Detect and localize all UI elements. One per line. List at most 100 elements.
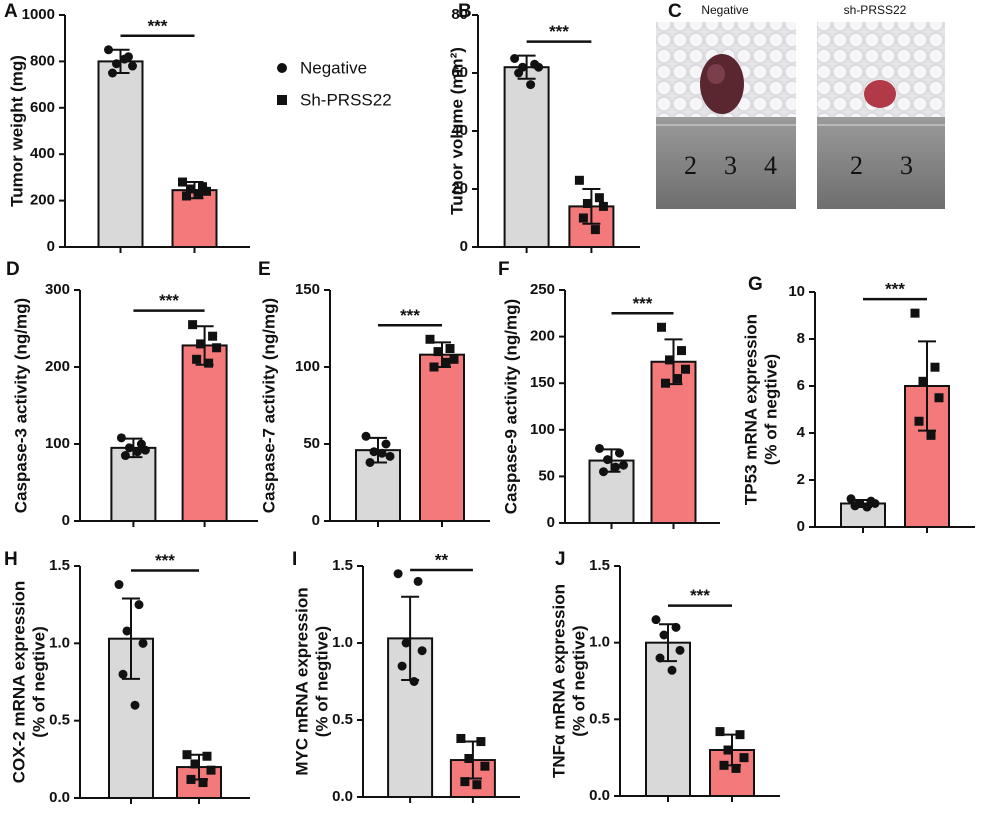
y-tick-label: 1.0 [49, 634, 70, 651]
y-tick-label: 0 [62, 512, 70, 529]
significance-label: *** [400, 306, 420, 325]
y-tick-label: 800 [30, 52, 55, 69]
data-point [582, 199, 592, 208]
y-tick-label: 100 [530, 421, 555, 438]
significance-label: *** [633, 294, 653, 313]
panel-letter: C [668, 1, 682, 22]
data-point [188, 320, 198, 330]
panel-letter: D [6, 259, 20, 280]
data-point [574, 175, 584, 185]
data-point [534, 62, 544, 72]
data-point [914, 416, 924, 426]
y-tick-label: 0.5 [332, 711, 353, 728]
data-point [731, 763, 741, 773]
data-point [361, 431, 371, 441]
data-point [677, 346, 686, 356]
data-point [108, 68, 117, 78]
data-point [655, 653, 665, 663]
data-point [385, 451, 395, 461]
y-axis-label: TNFα mRNA expression [549, 584, 568, 778]
error-bar [122, 597, 140, 680]
photo-caption: sh-PRSS22 [844, 3, 907, 17]
y-tick-label: 150 [530, 374, 555, 391]
data-point [198, 182, 207, 192]
data-point [681, 364, 690, 374]
data-point [456, 733, 466, 743]
data-point [134, 600, 144, 610]
bar [645, 641, 691, 798]
data-point [665, 355, 674, 365]
data-point [140, 445, 150, 455]
significance-label: ** [435, 550, 449, 569]
legend-label: Sh-PRSS22 [300, 90, 392, 109]
data-point [846, 494, 856, 504]
data-point [120, 54, 129, 64]
data-point [413, 576, 423, 586]
data-point [930, 362, 940, 372]
data-point [433, 347, 443, 357]
y-tick-label: 1.5 [589, 557, 610, 574]
data-point [212, 343, 222, 353]
data-point [130, 700, 140, 710]
significance-label: *** [549, 22, 569, 41]
data-point [417, 646, 427, 656]
y-tick-label: 1.5 [332, 557, 353, 574]
y-tick-label: 60 [451, 64, 468, 81]
data-point [198, 778, 208, 788]
data-point [661, 378, 670, 388]
data-point [723, 745, 733, 755]
data-point [204, 358, 214, 368]
data-point [599, 467, 608, 477]
data-point [194, 189, 203, 199]
data-point [178, 177, 187, 187]
ruler-label: 3 [724, 151, 737, 180]
data-point [657, 322, 666, 332]
data-point [206, 765, 216, 775]
data-point [449, 354, 459, 364]
bar [181, 344, 228, 522]
data-point [441, 357, 451, 367]
data-point [850, 501, 860, 511]
y-tick-label: 600 [30, 99, 55, 116]
bar [503, 66, 550, 248]
y-axis-label: Tumor weight (mg) [7, 55, 26, 207]
y-tick-label: 0 [547, 514, 555, 531]
data-point [934, 393, 944, 403]
y-tick-label: 0.0 [589, 787, 610, 804]
y-tick-label: 6 [797, 377, 805, 394]
y-tick-label: 0.5 [49, 712, 70, 729]
y-tick-label: 200 [30, 192, 55, 209]
y-axis-label: COX-2 mRNA expression [9, 581, 28, 783]
significance-label: *** [885, 280, 905, 299]
data-point [510, 54, 520, 63]
legend-marker [277, 95, 287, 105]
data-point [202, 751, 212, 761]
data-point [598, 201, 608, 211]
y-tick-label: 0.0 [332, 788, 353, 805]
panel-letter: G [748, 274, 763, 295]
data-point [365, 457, 375, 467]
y-tick-label: 1000 [22, 6, 55, 23]
data-point [132, 447, 142, 457]
y-tick-label: 4 [797, 424, 806, 441]
data-point [122, 626, 132, 636]
y-tick-label: 8 [797, 330, 805, 347]
data-point [425, 334, 435, 344]
panel-letter: H [4, 549, 18, 570]
data-point [651, 615, 661, 625]
data-point [202, 186, 211, 196]
data-point [397, 661, 407, 671]
data-point [472, 780, 482, 790]
y-tick-label: 10 [788, 283, 805, 300]
data-point [124, 443, 134, 453]
error-bar [918, 340, 936, 432]
panel-letter: I [292, 549, 297, 570]
data-point [104, 45, 113, 55]
data-point [910, 308, 920, 318]
bar [650, 360, 697, 524]
data-point [186, 774, 196, 784]
y-tick-label: 0.0 [49, 789, 70, 806]
y-tick-label: 50 [303, 435, 320, 452]
